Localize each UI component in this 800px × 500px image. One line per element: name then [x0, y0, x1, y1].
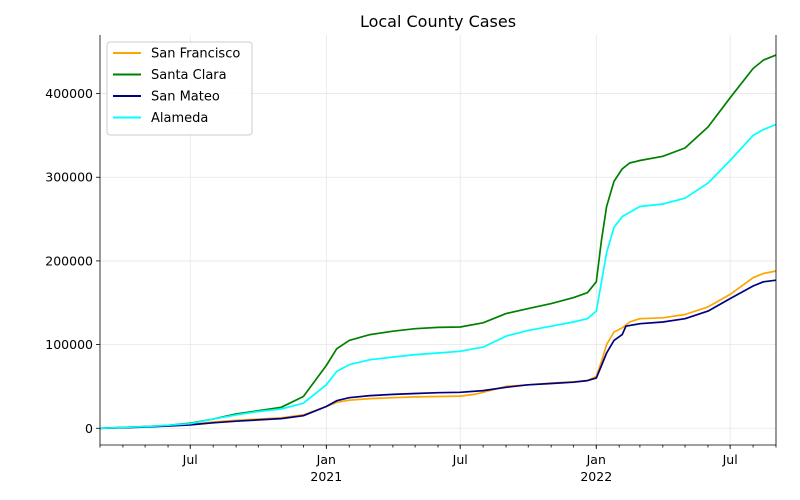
x-tick-year-label: 2022	[580, 469, 612, 484]
y-tick-label: 200000	[45, 253, 93, 268]
y-tick-label: 100000	[45, 337, 93, 352]
axes: 0 100000 200000 300000 400000 Jul Jan 2021 Jul Ja…	[45, 35, 777, 484]
x-tick-label: Jan	[316, 452, 336, 467]
legend-label-san-mateo: San Mateo	[151, 90, 220, 105]
x-tick-label: Jan	[586, 452, 606, 467]
chart-title: Local County Cases	[360, 12, 516, 31]
series-line-santa-clara	[99, 54, 777, 430]
x-tick-year-label: 2021	[310, 469, 342, 484]
legend-label-santa-clara: Santa Clara	[151, 68, 227, 83]
y-tick-label: 300000	[45, 170, 93, 185]
series-line-alameda	[99, 123, 777, 430]
x-tick-label: Jul	[722, 452, 738, 467]
series-line-san-mateo	[99, 279, 777, 430]
y-tick-label: 0	[85, 421, 93, 436]
x-tick-label: Jul	[182, 452, 198, 467]
y-tick-label: 400000	[45, 86, 93, 101]
series-line-san-francisco	[99, 270, 777, 430]
legend-box	[106, 41, 253, 136]
legend-label-alameda: Alameda	[151, 111, 208, 126]
plot-area	[99, 54, 777, 430]
x-tick-label: Jul	[452, 452, 468, 467]
legend: San Francisco Santa Clara San Mateo Alameda	[106, 41, 253, 136]
legend-label-san-francisco: San Francisco	[151, 47, 240, 62]
